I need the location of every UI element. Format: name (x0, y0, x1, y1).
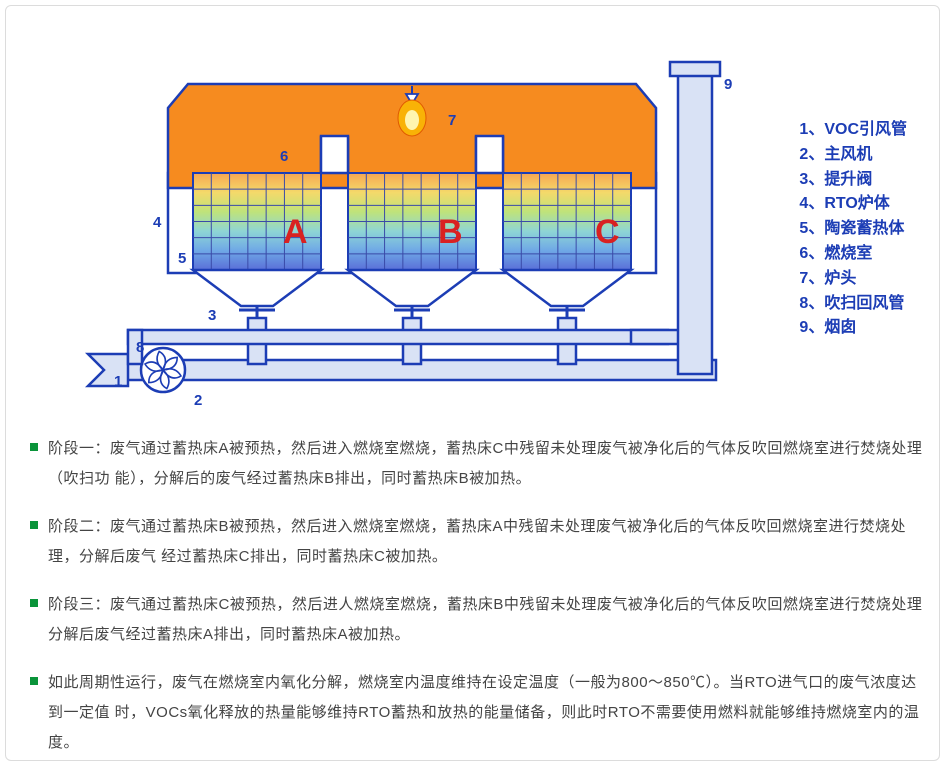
legend-item-5: 5、陶瓷蓄热体 (799, 217, 907, 242)
bed-label-A: A (283, 213, 308, 252)
bed-label-B: B (438, 213, 463, 252)
legend-item-6: 6、燃烧室 (799, 242, 907, 267)
legend-item-8: 8、吹扫回风管 (799, 292, 907, 317)
legend-item-4: 4、RTO炉体 (799, 192, 907, 217)
diagram-number-2: 2 (194, 392, 202, 409)
diagram-number-6: 6 (280, 148, 288, 165)
bullet-icon (30, 599, 38, 607)
legend-item-3: 3、提升阀 (799, 168, 907, 193)
diagram-legend: 1、VOC引风管2、主风机3、提升阀4、RTO炉体5、陶瓷蓄热体6、燃烧室7、炉… (799, 118, 907, 341)
paragraph-4: 如此周期性运行，废气在燃烧室内氧化分解，燃烧室内温度维持在设定温度（一般为800… (30, 668, 926, 758)
paragraph-3: 阶段三：废气通过蓄热床C被预热，然后进人燃烧室燃烧，蓄热床B中残留未处理废气被净… (30, 590, 926, 650)
diagram-number-1: 1 (114, 373, 122, 390)
diagram-number-4: 4 (153, 214, 161, 231)
legend-item-7: 7、炉头 (799, 267, 907, 292)
diagram-number-5: 5 (178, 250, 186, 267)
bullet-icon (30, 677, 38, 685)
legend-item-1: 1、VOC引风管 (799, 118, 907, 143)
bed-label-C: C (595, 213, 620, 252)
page-frame: A B C 6 7 4 5 3 1 2 8 9 1、VOC引风管2、主风机3、提升阀4、RTO炉体5、… (5, 5, 940, 761)
paragraph-text: 阶段一：废气通过蓄热床A被预热，然后进入燃烧室燃烧，蓄热床C中残留未处理废气被净… (48, 434, 926, 494)
diagram-number-7: 7 (448, 112, 456, 129)
legend-item-2: 2、主风机 (799, 143, 907, 168)
description-list: 阶段一：废气通过蓄热床A被预热，然后进入燃烧室燃烧，蓄热床C中残留未处理废气被净… (30, 434, 926, 776)
paragraph-text: 如此周期性运行，废气在燃烧室内氧化分解，燃烧室内温度维持在设定温度（一般为800… (48, 668, 926, 758)
paragraph-2: 阶段二：废气通过蓄热床B被预热，然后进入燃烧室燃烧，蓄热床A中残留未处理废气被净… (30, 512, 926, 572)
bullet-icon (30, 521, 38, 529)
paragraph-1: 阶段一：废气通过蓄热床A被预热，然后进入燃烧室燃烧，蓄热床C中残留未处理废气被净… (30, 434, 926, 494)
diagram-number-9: 9 (724, 76, 732, 93)
diagram-number-8: 8 (136, 339, 144, 356)
rto-diagram: A B C 6 7 4 5 3 1 2 8 9 1、VOC引风管2、主风机3、提升阀4、RTO炉体5、… (18, 18, 929, 418)
bullet-icon (30, 443, 38, 451)
legend-item-9: 9、烟囱 (799, 316, 907, 341)
diagram-number-3: 3 (208, 307, 216, 324)
paragraph-text: 阶段二：废气通过蓄热床B被预热，然后进入燃烧室燃烧，蓄热床A中残留未处理废气被净… (48, 512, 926, 572)
paragraph-text: 阶段三：废气通过蓄热床C被预热，然后进人燃烧室燃烧，蓄热床B中残留未处理废气被净… (48, 590, 926, 650)
